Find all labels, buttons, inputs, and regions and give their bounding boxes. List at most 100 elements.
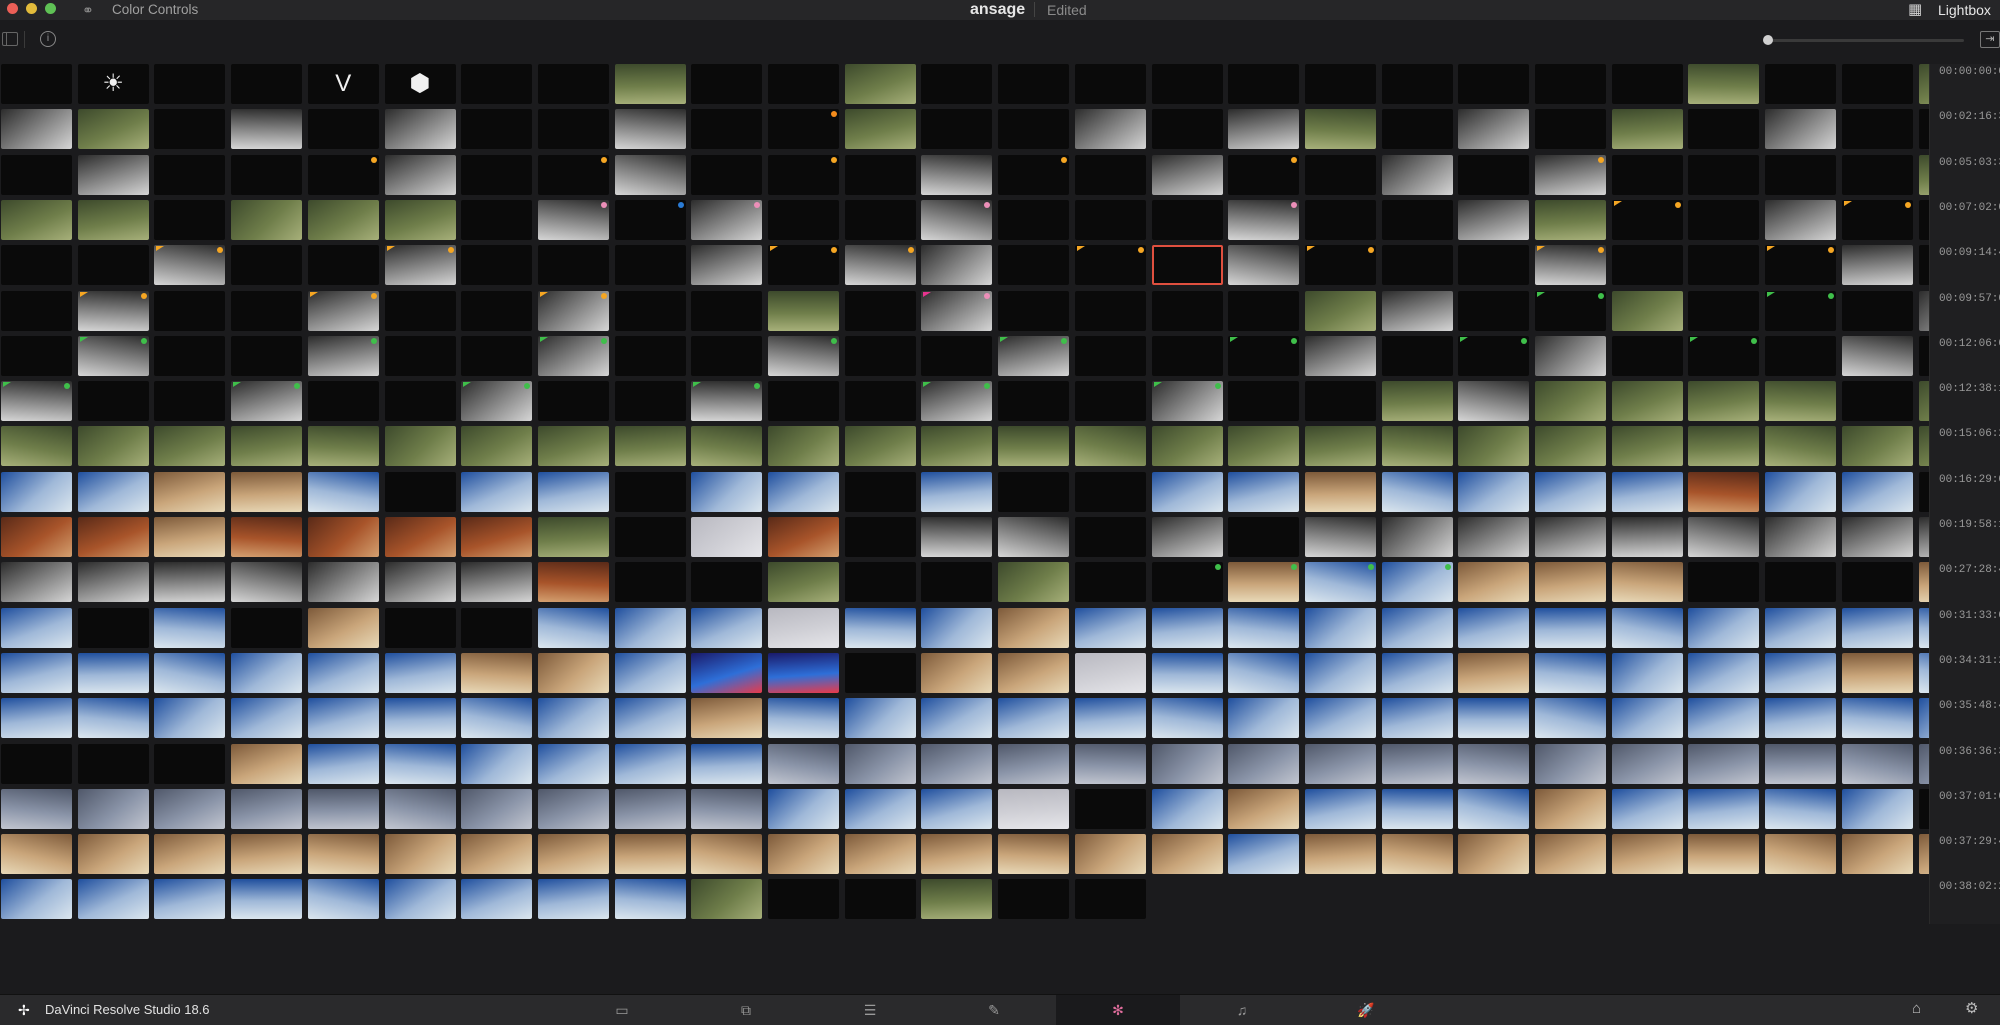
clip-thumbnail[interactable] [154, 381, 226, 422]
clip-thumbnail[interactable] [77, 199, 149, 240]
clip-thumbnail[interactable] [691, 381, 763, 422]
clip-thumbnail[interactable] [537, 64, 609, 104]
clip-thumbnail[interactable] [461, 471, 533, 512]
clip-thumbnail[interactable] [154, 335, 226, 376]
clip-thumbnail[interactable] [77, 788, 149, 829]
clip-thumbnail[interactable] [998, 245, 1070, 286]
clip-thumbnail[interactable] [1074, 834, 1146, 875]
clip-thumbnail[interactable] [154, 652, 226, 693]
clip-thumbnail[interactable] [1765, 652, 1837, 693]
clip-thumbnail[interactable] [231, 426, 303, 467]
close-window-button[interactable] [7, 3, 18, 14]
clip-thumbnail[interactable] [1151, 652, 1223, 693]
clip-thumbnail[interactable] [768, 879, 839, 920]
clip-thumbnail[interactable] [1228, 245, 1300, 286]
clip-thumbnail[interactable] [1228, 471, 1300, 512]
clip-thumbnail[interactable] [1228, 743, 1300, 784]
clip-thumbnail[interactable] [384, 335, 456, 376]
clip-thumbnail[interactable] [1074, 290, 1146, 331]
clip-thumbnail[interactable] [1535, 698, 1606, 739]
clip-thumbnail[interactable] [844, 834, 916, 875]
clip-thumbnail[interactable] [844, 64, 916, 104]
clip-thumbnail[interactable] [1765, 788, 1837, 829]
clip-thumbnail[interactable] [1, 154, 72, 195]
clip-thumbnail[interactable] [77, 426, 149, 467]
zoom-window-button[interactable] [45, 3, 56, 14]
clip-thumbnail[interactable] [1535, 199, 1606, 240]
clip-thumbnail[interactable] [1765, 109, 1837, 150]
clip-thumbnail[interactable] [1151, 517, 1223, 557]
clip-thumbnail[interactable] [384, 290, 456, 331]
clip-thumbnail[interactable] [1535, 788, 1606, 829]
clip-thumbnail[interactable] [691, 154, 763, 195]
clip-thumbnail[interactable] [1381, 109, 1453, 150]
clip-thumbnail[interactable] [998, 426, 1070, 467]
clip-thumbnail[interactable] [461, 245, 533, 286]
clip-thumbnail[interactable] [537, 607, 609, 648]
clip-thumbnail[interactable] [1688, 199, 1760, 240]
clip-thumbnail[interactable] [768, 154, 839, 195]
clip-thumbnail[interactable] [1611, 743, 1683, 784]
clip-thumbnail[interactable] [921, 426, 993, 467]
clip-thumbnail[interactable] [921, 381, 993, 422]
clip-thumbnail[interactable] [77, 471, 149, 512]
clip-thumbnail[interactable] [1841, 154, 1913, 195]
clip-thumbnail[interactable] [998, 698, 1070, 739]
clip-thumbnail[interactable] [768, 426, 839, 467]
clip-thumbnail[interactable] [614, 109, 686, 150]
clip-thumbnail[interactable] [1841, 517, 1913, 557]
clip-thumbnail[interactable] [307, 698, 379, 739]
clip-thumbnail[interactable] [461, 199, 533, 240]
clip-thumbnail[interactable] [1304, 109, 1376, 150]
clip-thumbnail[interactable] [1688, 562, 1760, 603]
clip-thumbnail[interactable] [77, 743, 149, 784]
clip-thumbnail[interactable] [1765, 743, 1837, 784]
clip-thumbnail[interactable] [691, 652, 763, 693]
clip-thumbnail[interactable] [1765, 199, 1837, 240]
clip-thumbnail[interactable] [1841, 335, 1913, 376]
clip-thumbnail[interactable] [1458, 471, 1530, 512]
clip-thumbnail[interactable] [1611, 517, 1683, 557]
clip-thumbnail[interactable] [768, 290, 839, 331]
clip-thumbnail[interactable] [1611, 834, 1683, 875]
clip-thumbnail[interactable] [844, 607, 916, 648]
clip-thumbnail[interactable] [1841, 562, 1913, 603]
clip-thumbnail[interactable] [231, 290, 303, 331]
clip-thumbnail[interactable] [691, 517, 763, 557]
clip-thumbnail[interactable] [998, 562, 1070, 603]
clip-thumbnail[interactable] [1074, 109, 1146, 150]
clip-thumbnail[interactable] [614, 607, 686, 648]
clip-thumbnail[interactable] [691, 698, 763, 739]
clip-thumbnail[interactable] [1151, 607, 1223, 648]
clip-thumbnail[interactable] [1765, 245, 1837, 286]
clip-thumbnail[interactable] [768, 562, 839, 603]
clip-thumbnail[interactable] [921, 109, 993, 150]
clip-thumbnail[interactable]: ⬢ [384, 64, 456, 104]
clip-thumbnail[interactable] [154, 426, 226, 467]
clip-thumbnail[interactable] [231, 471, 303, 512]
clip-thumbnail[interactable] [1151, 290, 1223, 331]
clip-thumbnail[interactable] [1458, 426, 1530, 467]
clip-thumbnail[interactable] [614, 199, 686, 240]
clip-thumbnail[interactable] [844, 879, 916, 920]
clip-thumbnail[interactable] [1, 607, 72, 648]
clip-thumbnail[interactable] [231, 381, 303, 422]
clip-thumbnail[interactable] [1458, 381, 1530, 422]
clip-thumbnail[interactable] [1688, 607, 1760, 648]
clip-thumbnail[interactable] [1381, 290, 1453, 331]
clip-thumbnail[interactable] [231, 698, 303, 739]
clip-thumbnail[interactable] [1841, 64, 1913, 104]
clip-thumbnail[interactable]: ☀ [77, 64, 149, 104]
clip-thumbnail[interactable] [384, 381, 456, 422]
clip-thumbnail[interactable] [1688, 290, 1760, 331]
info-icon[interactable]: i [40, 31, 56, 47]
clip-thumbnail[interactable] [614, 743, 686, 784]
clip-thumbnail[interactable] [537, 834, 609, 875]
clip-thumbnail[interactable] [1458, 743, 1530, 784]
clip-thumbnail[interactable] [1535, 652, 1606, 693]
clip-thumbnail[interactable] [307, 834, 379, 875]
clip-thumbnail[interactable] [1535, 245, 1606, 286]
clip-thumbnail[interactable] [384, 471, 456, 512]
clip-thumbnail[interactable] [998, 879, 1070, 920]
clip-thumbnail[interactable] [77, 879, 149, 920]
